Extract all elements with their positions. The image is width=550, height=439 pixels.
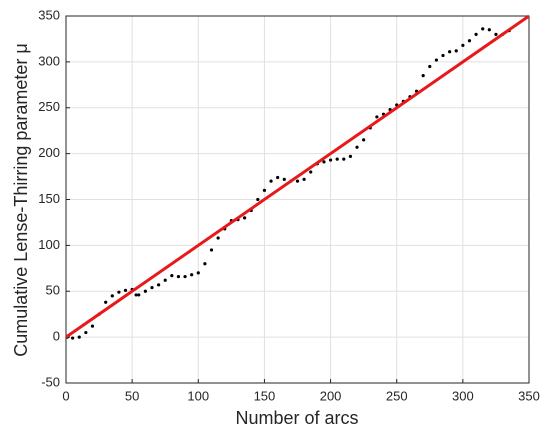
data-point — [461, 43, 465, 47]
data-point — [269, 179, 273, 183]
data-point — [157, 283, 161, 287]
y-tick-label: 200 — [38, 145, 60, 160]
data-point — [117, 290, 121, 294]
data-point — [487, 28, 491, 32]
data-point — [170, 274, 174, 278]
y-tick-label: -50 — [41, 374, 60, 389]
data-point — [110, 294, 114, 298]
data-point — [335, 157, 339, 161]
data-point — [183, 274, 187, 279]
data-point — [348, 154, 353, 158]
data-point — [77, 335, 81, 339]
data-point — [434, 58, 438, 62]
data-point — [150, 285, 154, 290]
y-tick-label: 50 — [46, 283, 60, 298]
data-point — [71, 336, 75, 340]
data-point — [322, 160, 326, 164]
x-tick-label: 250 — [386, 388, 408, 403]
x-tick-label: 50 — [125, 388, 139, 403]
data-point — [262, 188, 267, 192]
data-point — [474, 32, 478, 36]
x-axis-label: Number of arcs — [235, 408, 358, 428]
data-point — [467, 39, 472, 43]
data-point — [328, 158, 333, 162]
data-point — [454, 49, 458, 53]
y-tick-label: 250 — [38, 99, 60, 114]
x-tick-label: 150 — [254, 388, 276, 403]
data-point — [203, 262, 207, 266]
fit-line — [65, 14, 530, 339]
data-point — [209, 248, 214, 252]
data-point — [421, 74, 425, 78]
x-tick-label: 300 — [452, 388, 474, 403]
data-point — [282, 177, 286, 181]
y-tick-label: 300 — [38, 53, 60, 68]
x-tick-label: 100 — [187, 388, 209, 403]
x-tick-label: 350 — [518, 388, 540, 403]
data-point — [123, 288, 128, 292]
data-point — [134, 293, 138, 297]
y-tick-label: 150 — [38, 191, 60, 206]
data-point — [362, 138, 366, 142]
data-point — [342, 157, 346, 161]
y-axis-label: Cumulative Lense-Thirring parameter μ — [11, 43, 31, 357]
data-point — [242, 216, 247, 220]
data-point — [448, 50, 452, 54]
data-point — [104, 300, 108, 304]
data-point — [216, 236, 220, 240]
data-point — [295, 179, 300, 183]
y-tick-label: 0 — [53, 329, 60, 344]
data-point — [441, 53, 445, 58]
y-tick-label: 350 — [38, 7, 60, 22]
data-point — [163, 278, 167, 282]
data-point — [190, 273, 194, 277]
data-point — [355, 145, 359, 149]
x-tick-label: 200 — [320, 388, 342, 403]
data-point — [494, 32, 498, 36]
data-point — [302, 177, 306, 181]
x-tick-label: 0 — [62, 388, 69, 403]
data-point — [481, 27, 485, 31]
data-point — [276, 175, 280, 180]
data-point — [137, 293, 141, 297]
data-point — [90, 324, 95, 328]
data-point — [309, 170, 313, 174]
data-point — [143, 289, 147, 293]
data-point — [84, 330, 88, 335]
data-point — [196, 271, 200, 275]
data-point — [256, 197, 260, 202]
data-point — [375, 115, 379, 119]
y-tick-label: 100 — [38, 237, 60, 252]
data-point — [176, 274, 181, 279]
data-point — [428, 64, 432, 69]
plot-frame — [65, 15, 530, 384]
